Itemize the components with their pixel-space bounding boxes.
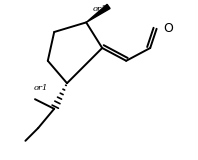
Text: or1: or1 <box>93 5 107 13</box>
Text: or1: or1 <box>33 84 48 92</box>
Text: O: O <box>163 22 173 35</box>
Polygon shape <box>86 4 110 22</box>
